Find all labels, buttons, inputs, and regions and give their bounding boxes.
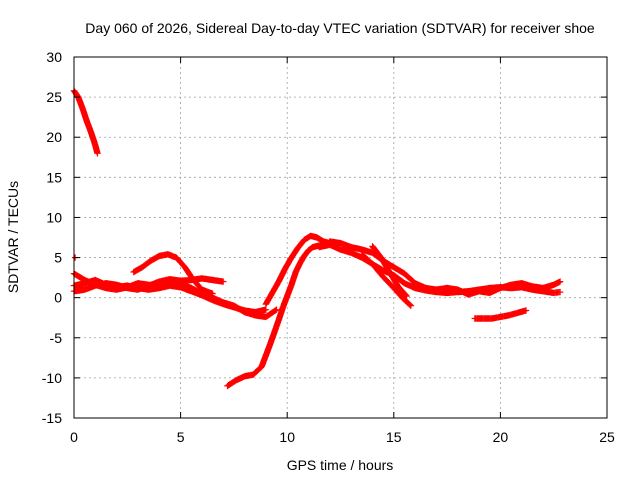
y-tick-label: 10 [46, 209, 62, 225]
series-arc-8 [262, 232, 333, 308]
plus-markers [358, 251, 415, 309]
grid [74, 57, 607, 418]
plus-markers [471, 307, 530, 322]
y-tick-label: 15 [46, 169, 62, 185]
plus-markers [369, 243, 410, 300]
y-tick-label: 20 [46, 129, 62, 145]
x-tick-label: 25 [599, 429, 615, 445]
y-tick-label: 30 [46, 49, 62, 65]
y-tick-label: 5 [54, 250, 62, 266]
y-tick-labels: -15 -10 -5 0 5 10 15 20 25 30 [42, 49, 62, 426]
y-axis-label: SDTVAR / TECUs [5, 181, 21, 293]
series-arc-11 [358, 251, 415, 309]
series-arc-12 [369, 243, 410, 300]
x-tick-label: 15 [386, 429, 402, 445]
y-tick-label: -15 [42, 410, 62, 426]
x-tick-label: 5 [177, 429, 185, 445]
x-tick-label: 0 [70, 429, 78, 445]
x-axis-label: GPS time / hours [287, 457, 394, 473]
series-arc-7 [224, 242, 329, 390]
plus-markers [70, 87, 101, 157]
plus-markers [130, 251, 216, 297]
x-tick-label: 20 [493, 429, 509, 445]
x-tick-labels: 0 5 10 15 20 25 [70, 429, 615, 445]
series-arc-13 [471, 307, 530, 322]
plus-markers [262, 232, 333, 308]
x-tick-label: 10 [279, 429, 295, 445]
y-tick-label: -10 [42, 370, 62, 386]
y-tick-label: -5 [50, 330, 63, 346]
chart-title: Day 060 of 2026, Sidereal Day-to-day VTE… [85, 20, 595, 36]
axis-ticks [73, 56, 608, 419]
series-arc-1 [70, 87, 101, 157]
y-tick-label: 0 [54, 290, 62, 306]
y-tick-label: 25 [46, 89, 62, 105]
series-arc-6 [130, 251, 216, 297]
plot-frame [73, 56, 608, 419]
plus-markers [224, 242, 329, 390]
data-points [70, 87, 564, 390]
